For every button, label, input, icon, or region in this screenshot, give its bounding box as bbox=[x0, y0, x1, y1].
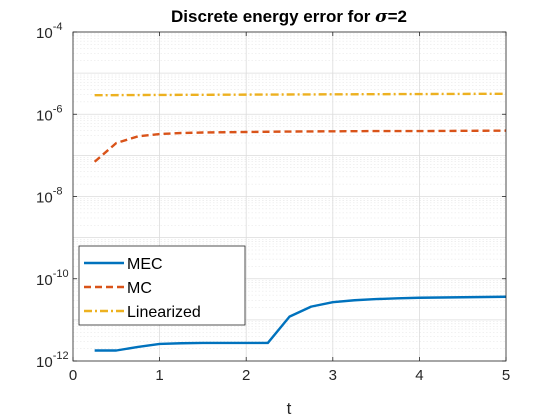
chart-title-suffix: =2 bbox=[388, 7, 407, 26]
x-tick-label: 0 bbox=[69, 367, 77, 384]
chart-title-prefix: Discrete energy error for bbox=[171, 7, 375, 26]
y-tick-label: 10-6 bbox=[36, 103, 62, 124]
x-tick-label: 4 bbox=[415, 367, 423, 384]
x-tick-label: 1 bbox=[155, 367, 163, 384]
series-line-mc bbox=[93, 129, 507, 163]
chart-title-symbol: σ bbox=[375, 7, 388, 27]
x-tick-label: 5 bbox=[502, 367, 510, 384]
legend: MEC MC Linearized bbox=[78, 245, 246, 326]
y-tick-label: 10-12 bbox=[36, 350, 69, 371]
y-tick-label: 10-4 bbox=[36, 21, 62, 42]
chart-title: Discrete energy error for σ=2 bbox=[171, 7, 407, 27]
x-tick-label: 2 bbox=[242, 367, 250, 384]
y-tick-label: 10-10 bbox=[36, 268, 69, 289]
x-tick-label: 3 bbox=[329, 367, 337, 384]
legend-label-mc: MC bbox=[127, 280, 152, 297]
tick-layer: 0 1 2 3 4 5 10-12 10-10 10-8 10-6 10-4 bbox=[36, 21, 510, 384]
x-axis-label: t bbox=[287, 399, 292, 418]
series-line-mec bbox=[94, 295, 507, 352]
grid-layer bbox=[72, 31, 507, 362]
legend-label-mec: MEC bbox=[127, 256, 163, 273]
legend-label-linearized: Linearized bbox=[127, 304, 201, 321]
series-layer bbox=[93, 92, 507, 352]
y-tick-label: 10-8 bbox=[36, 186, 62, 207]
series-line-linearized bbox=[94, 92, 507, 97]
